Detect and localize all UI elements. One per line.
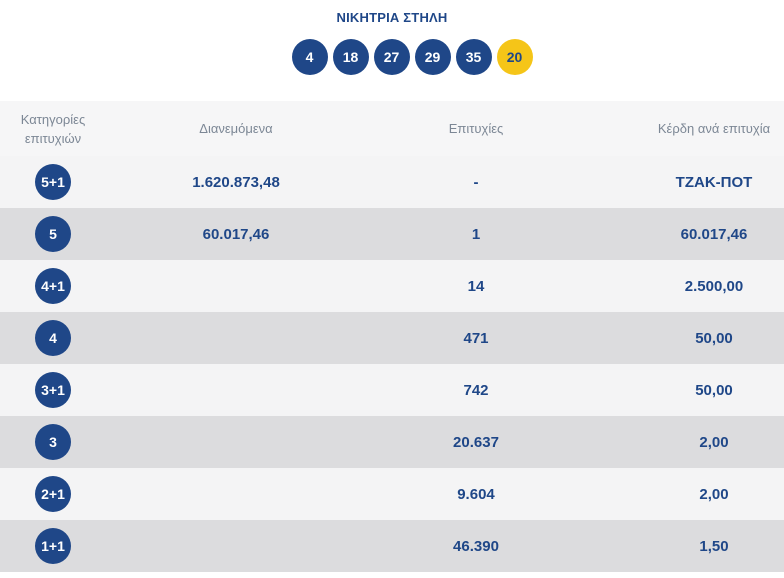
prize-value: 2.500,00 — [684, 277, 744, 295]
prize-value: 50,00 — [695, 329, 733, 347]
header-category-line2: επιτυχιών — [24, 130, 82, 146]
winning-section: ΝΙΚΗΤΡΙΑ ΣΤΗΛΗ 4 18 27 29 35 20 — [0, 0, 784, 101]
number-ball: 29 — [414, 39, 451, 75]
table-body: 5+1 1.620.873,48 - ΤΖΑΚ-ΠΟΤ 5 60.017,46 1 60.01… — [0, 156, 784, 572]
category-badge: 5+1 — [35, 164, 71, 200]
winning-title: ΝΙΚΗΤΡΙΑ ΣΤΗΛΗ — [336, 10, 448, 25]
distributed-value — [136, 260, 336, 312]
category-badge: 5 — [35, 216, 71, 252]
category-badge: 2+1 — [35, 476, 71, 512]
table-row: 2+1 9.604 2,00 — [0, 468, 784, 520]
category-badge: 4+1 — [35, 268, 71, 304]
table-row: 4+1 14 2.500,00 — [0, 260, 784, 312]
category-badge: 3 — [35, 424, 71, 460]
winners-value: 742 — [463, 381, 489, 399]
distributed-value: 60.017,46 — [202, 225, 270, 243]
prize-value: 50,00 — [695, 381, 733, 399]
category-badge: 4 — [35, 320, 71, 356]
distributed-value — [136, 312, 336, 364]
winners-value: 1 — [471, 225, 481, 243]
prize-value: 2,00 — [699, 433, 729, 451]
joker-ball: 20 — [496, 39, 533, 75]
winning-numbers: 4 18 27 29 35 20 — [0, 39, 784, 75]
header-category-line1: Κατηγορίες — [20, 111, 86, 127]
table-row: 1+1 46.390 1,50 — [0, 520, 784, 572]
prize-value: 60.017,46 — [680, 225, 748, 243]
table-row: 5+1 1.620.873,48 - ΤΖΑΚ-ΠΟΤ — [0, 156, 784, 208]
winners-value: 9.604 — [457, 485, 495, 503]
category-badge: 3+1 — [35, 372, 71, 408]
number-ball: 27 — [373, 39, 410, 75]
winners-value: 20.637 — [453, 433, 499, 451]
winners-value: 14 — [467, 277, 485, 295]
winners-value: - — [473, 173, 479, 191]
distributed-value — [136, 468, 336, 520]
table-row: 4 471 50,00 — [0, 312, 784, 364]
distributed-value: 1.620.873,48 — [192, 173, 280, 191]
results-table: Κατηγορίες επιτυχιών Διανεμόμενα Επιτυχί… — [0, 101, 784, 572]
distributed-value — [136, 520, 336, 572]
header-distributed: Διανεμόμενα — [199, 121, 273, 136]
number-ball: 4 — [291, 39, 328, 75]
prize-value: ΤΖΑΚ-ΠΟΤ — [675, 173, 753, 191]
distributed-value — [136, 416, 336, 468]
winners-value: 471 — [463, 329, 489, 347]
number-ball: 35 — [455, 39, 492, 75]
winners-value: 46.390 — [453, 537, 499, 555]
table-row: 3+1 742 50,00 — [0, 364, 784, 416]
table-row: 5 60.017,46 1 60.017,46 — [0, 208, 784, 260]
table-row: 3 20.637 2,00 — [0, 416, 784, 468]
distributed-value — [136, 364, 336, 416]
prize-value: 1,50 — [699, 537, 729, 555]
number-ball: 18 — [332, 39, 369, 75]
header-prize: Κέρδη ανά επιτυχία — [657, 121, 771, 136]
header-category: Κατηγορίες επιτυχιών — [0, 101, 106, 156]
category-badge: 1+1 — [35, 528, 71, 564]
table-header: Κατηγορίες επιτυχιών Διανεμόμενα Επιτυχί… — [0, 101, 784, 156]
prize-value: 2,00 — [699, 485, 729, 503]
header-winners: Επιτυχίες — [448, 121, 504, 136]
